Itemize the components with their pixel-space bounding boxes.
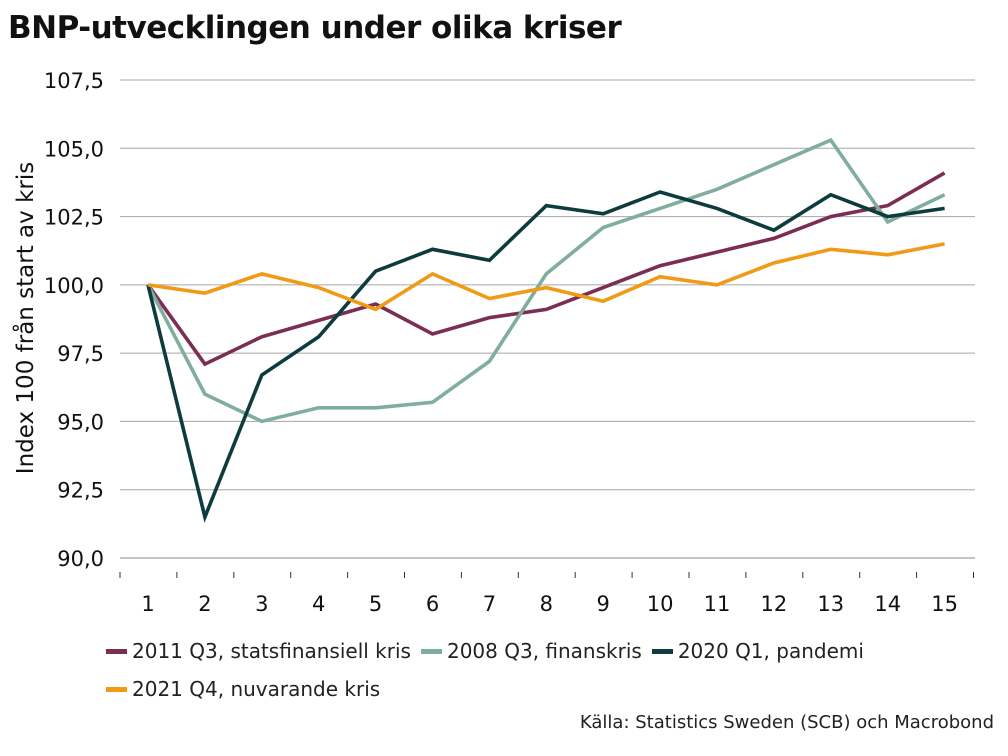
legend-label: 2021 Q4, nuvarande kris [132,677,381,701]
legend-swatch [106,686,127,692]
x-tick-label: 9 [597,592,610,616]
legend-row-1: 2011 Q3, statsfinansiell kris 2008 Q3, f… [106,632,986,670]
gridlines [120,79,975,559]
x-tick-label: 8 [540,592,553,616]
x-tick-label: 13 [817,592,844,616]
legend-swatch [106,648,127,654]
series-lines [146,137,946,523]
y-axis: 90,0 92,5 95,0 97,5 100,0 102,5 105,0 107,5 [44,69,104,571]
legend-label: 2008 Q3, finanskris [446,639,642,663]
legend-item-2020: 2020 Q1, pandemi [651,639,864,663]
legend-swatch [420,648,442,654]
legend-item-2011: 2011 Q3, statsfinansiell kris [106,639,411,663]
legend: 2011 Q3, statsfinansiell kris 2008 Q3, f… [106,632,986,708]
x-tick-label: 12 [761,592,788,616]
x-axis: 1 2 3 4 5 6 7 8 9 10 11 12 13 14 15 [119,572,974,616]
y-tick-label: 107,5 [44,69,104,93]
source-note: Källa: Statistics Sweden (SCB) och Macro… [579,712,994,733]
legend-item-2021: 2021 Q4, nuvarande kris [106,677,380,701]
x-tick-label: 15 [931,592,958,616]
y-tick-label: 90,0 [57,547,104,571]
legend-label: 2011 Q3, statsfinansiell kris [132,639,411,663]
y-tick-label: 95,0 [57,410,104,434]
x-tick-label: 14 [874,592,901,616]
x-tick-label: 4 [312,592,325,616]
y-tick-label: 100,0 [44,274,104,298]
legend-label: 2020 Q1, pandemi [677,639,864,663]
legend-row-2: 2021 Q4, nuvarande kris [106,670,986,708]
legend-item-2008: 2008 Q3, finanskris [420,639,642,663]
y-tick-label: 105,0 [44,137,104,161]
chart-title: BNP-utvecklingen under olika kriser [8,10,622,46]
y-axis-label: Index 100 från start av kris [11,162,39,474]
x-tick-label: 3 [255,592,268,616]
series-line-0 [146,171,946,367]
legend-swatch [651,648,673,654]
x-tick-label: 5 [369,592,382,616]
x-tick-label: 7 [483,592,496,616]
series-line-2 [146,190,945,523]
series-line-1 [146,137,946,424]
x-tick-label: 10 [647,592,674,616]
x-tick-label: 2 [198,592,211,616]
y-tick-label: 97,5 [57,342,104,366]
x-tick-label: 1 [141,592,154,616]
y-tick-label: 92,5 [57,479,104,503]
x-tick-label: 11 [704,592,731,616]
series-line-3 [147,242,945,312]
x-tick-label: 6 [426,592,439,616]
y-tick-label: 102,5 [44,206,104,230]
